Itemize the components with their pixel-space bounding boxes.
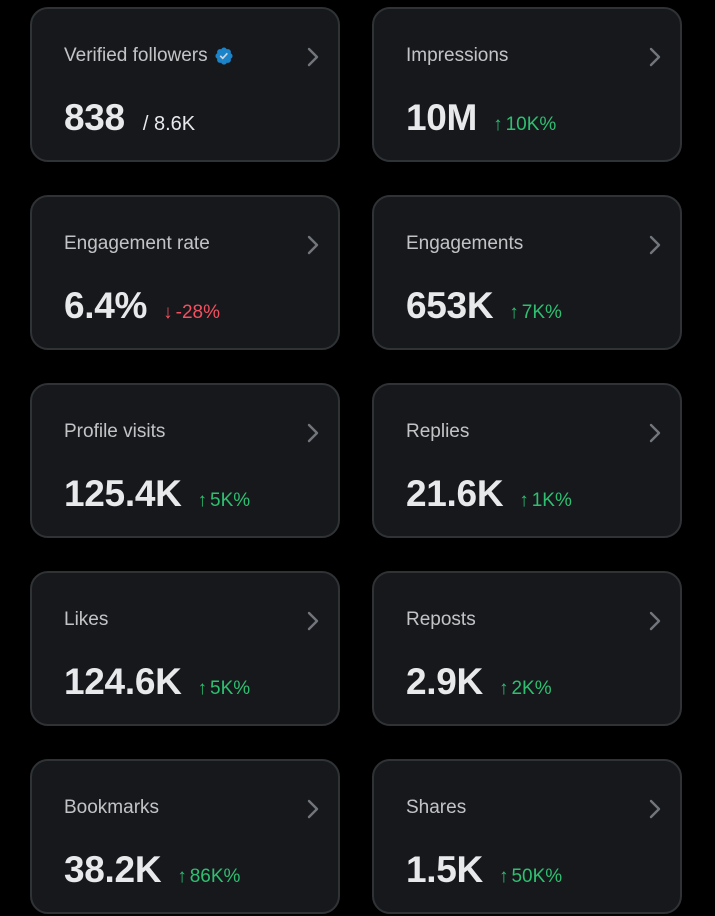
metric-label: Shares <box>406 797 467 818</box>
metric-change-value: 7K% <box>521 302 562 323</box>
chevron-right-icon <box>307 423 319 443</box>
chevron-right-icon <box>649 47 661 67</box>
arrow-up-icon: ↑ <box>519 490 529 511</box>
metric-change: ↑ 10K% <box>493 114 556 136</box>
metric-total: / 8.6K <box>142 113 196 135</box>
metric-value-row: 6.4% ↓ -28% <box>64 285 220 327</box>
metric-value: 10M <box>406 97 478 138</box>
arrow-down-icon: ↓ <box>163 302 173 323</box>
metric-change: ↑ 86K% <box>177 866 240 888</box>
metric-value: 38.2K <box>64 849 162 890</box>
chevron-right-icon <box>649 799 661 819</box>
metric-value-row: 21.6K ↑ 1K% <box>406 473 572 515</box>
metric-label: Bookmarks <box>64 797 160 818</box>
metric-value: 6.4% <box>64 285 148 326</box>
metric-change-value: -28% <box>175 302 220 323</box>
metric-change-value: 5K% <box>210 490 251 511</box>
metric-value-row: 125.4K ↑ 5K% <box>64 473 250 515</box>
metric-title: Engagements <box>406 233 523 255</box>
arrow-up-icon: ↑ <box>498 678 509 699</box>
verified-badge-icon <box>215 47 233 65</box>
metric-value: 653K <box>406 285 494 326</box>
metric-change: ↑ 5K% <box>198 678 251 700</box>
metric-card-likes[interactable]: Likes 124.6K ↑ 5K% <box>30 571 340 726</box>
metric-title: Shares <box>406 797 466 819</box>
arrow-up-icon: ↑ <box>493 114 503 135</box>
metric-card-impressions[interactable]: Impressions 10M ↑ 10K% <box>372 7 682 162</box>
metric-change-value: 50K% <box>511 866 563 887</box>
arrow-up-icon: ↑ <box>197 490 208 511</box>
metric-change: ↑ 50K% <box>499 866 562 888</box>
chevron-right-icon <box>307 235 319 255</box>
metric-value-row: 124.6K ↑ 5K% <box>64 661 250 703</box>
arrow-up-icon: ↑ <box>509 302 519 323</box>
metric-change-value: 1K% <box>531 490 572 511</box>
metric-title: Replies <box>406 421 469 443</box>
metric-change-value: 2K% <box>511 678 552 699</box>
metric-title: Reposts <box>406 609 476 631</box>
metric-label: Impressions <box>406 45 509 66</box>
chevron-right-icon <box>307 799 319 819</box>
metric-change: ↑ 7K% <box>509 302 562 324</box>
metric-card-engagement-rate[interactable]: Engagement rate 6.4% ↓ -28% <box>30 195 340 350</box>
metric-value-row: 653K ↑ 7K% <box>406 285 562 327</box>
metrics-grid: Verified followers 838 / 8.6K Impression… <box>30 7 682 914</box>
metric-label: Likes <box>64 609 109 630</box>
arrow-up-icon: ↑ <box>177 866 187 887</box>
metric-value: 1.5K <box>406 849 483 890</box>
metric-card-engagements[interactable]: Engagements 653K ↑ 7K% <box>372 195 682 350</box>
metric-value: 2.9K <box>406 661 483 702</box>
metric-label: Engagement rate <box>64 233 210 254</box>
metric-label: Reposts <box>406 609 476 630</box>
metric-title: Profile visits <box>64 421 165 443</box>
chevron-right-icon <box>649 423 661 443</box>
metric-value-row: 38.2K ↑ 86K% <box>64 849 240 891</box>
metric-change-value: 5K% <box>210 678 251 699</box>
metric-title: Likes <box>64 609 108 631</box>
metric-value: 838 <box>64 97 125 138</box>
metric-value: 124.6K <box>64 661 182 702</box>
metric-change: ↑ 5K% <box>198 490 251 512</box>
metric-title: Verified followers <box>64 45 234 67</box>
metric-value-row: 838 / 8.6K <box>64 97 195 139</box>
metric-value-row: 2.9K ↑ 2K% <box>406 661 552 703</box>
metric-value: 125.4K <box>64 473 182 514</box>
arrow-up-icon: ↑ <box>498 866 509 887</box>
metric-value-row: 1.5K ↑ 50K% <box>406 849 562 891</box>
metric-card-profile-visits[interactable]: Profile visits 125.4K ↑ 5K% <box>30 383 340 538</box>
metric-label: Profile visits <box>64 421 166 442</box>
metric-title: Impressions <box>406 45 508 67</box>
metric-change: ↑ 2K% <box>499 678 552 700</box>
chevron-right-icon <box>307 47 319 67</box>
metric-value-row: 10M ↑ 10K% <box>406 97 556 139</box>
metric-card-shares[interactable]: Shares 1.5K ↑ 50K% <box>372 759 682 914</box>
chevron-right-icon <box>307 611 319 631</box>
metric-card-reposts[interactable]: Reposts 2.9K ↑ 2K% <box>372 571 682 726</box>
metric-label: Engagements <box>406 233 524 254</box>
metric-card-replies[interactable]: Replies 21.6K ↑ 1K% <box>372 383 682 538</box>
metric-label: Verified followers <box>64 45 208 66</box>
metric-title: Engagement rate <box>64 233 210 255</box>
metric-change: ↓ -28% <box>163 302 220 324</box>
chevron-right-icon <box>649 611 661 631</box>
metric-card-bookmarks[interactable]: Bookmarks 38.2K ↑ 86K% <box>30 759 340 914</box>
metric-change-value: 86K% <box>189 866 241 887</box>
metric-label: Replies <box>406 421 470 442</box>
metric-title: Bookmarks <box>64 797 159 819</box>
metric-change-value: 10K% <box>505 114 557 135</box>
arrow-up-icon: ↑ <box>197 678 208 699</box>
metric-card-verified-followers[interactable]: Verified followers 838 / 8.6K <box>30 7 340 162</box>
metric-change: ↑ 1K% <box>519 490 572 512</box>
metric-value: 21.6K <box>406 473 504 514</box>
chevron-right-icon <box>649 235 661 255</box>
